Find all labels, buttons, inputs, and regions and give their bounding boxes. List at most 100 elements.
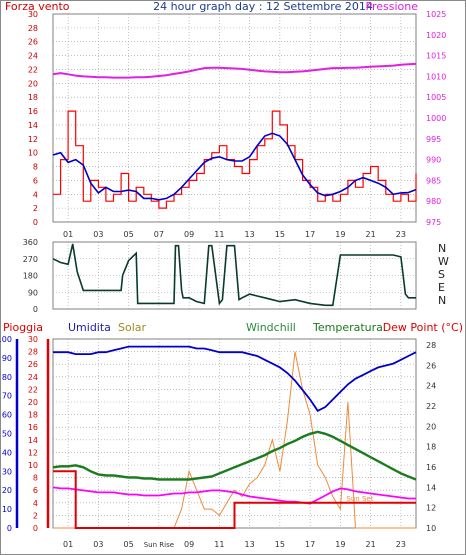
pressure-line (52, 62, 417, 79)
temperature-tick-label: 28 (426, 341, 436, 350)
bottom-x-tick-label: 17 (305, 540, 315, 549)
bottom-x-tick-label: 15 (275, 540, 285, 549)
pressure-axis-title: Pressione (366, 0, 419, 13)
rain-tick-label: 20 (28, 398, 38, 407)
rain-tick-label: 14 (28, 436, 38, 445)
rain-tick-label: 16 (28, 423, 38, 432)
pressure-tick-label: 1015 (426, 52, 446, 61)
temperature-tick-label: 24 (426, 382, 436, 391)
windchill-line (52, 431, 417, 481)
humidity-tick-label: 80 (2, 373, 12, 382)
bottom-x-tick-label: 21 (366, 540, 376, 549)
compass-label: S (438, 268, 445, 281)
humidity-tick-label: 70 (2, 392, 12, 401)
wind-tick-label: 2 (33, 204, 38, 213)
dir-tick-label: 360 (23, 238, 38, 247)
wind-direction-line (52, 243, 416, 307)
rain-tick-label: 6 (33, 486, 38, 495)
top-x-tick-label: 09 (184, 230, 194, 239)
rain-humidity-temperature-chart: 0246810121416182022242628300102030405060… (0, 335, 436, 549)
bottom-x-tick-label: 03 (93, 540, 103, 549)
wind-tick-label: 26 (28, 38, 38, 47)
compass-label: N (438, 294, 446, 307)
rain-tick-label: 8 (33, 474, 38, 483)
top-x-tick-label: 05 (124, 230, 134, 239)
temperature-tick-label: 18 (426, 443, 436, 452)
temperature-tick-label: 26 (426, 361, 436, 370)
top-x-tick-label: 15 (275, 230, 285, 239)
chart-title: 24 hour graph day : 12 Settembre 2014 (153, 0, 373, 13)
legend-dew-point: Dew Point (°C) (383, 321, 463, 334)
bottom-x-tick-label: 01 (63, 540, 73, 549)
rain-tick-label: 22 (28, 385, 38, 394)
pressure-tick-label: 990 (426, 156, 441, 165)
bottom-x-tick-label: 09 (184, 540, 194, 549)
rain-tick-label: 0 (33, 524, 38, 533)
wind-pressure-chart: 0246810121416182022242628309759809859909… (28, 10, 447, 239)
dew-point-line (52, 486, 416, 505)
bottom-legend: Pioggia Umidita Solar Windchill Temperat… (3, 321, 463, 334)
temperature-tick-label: 10 (426, 524, 436, 533)
sunset-label: Sun Set (346, 495, 373, 503)
humidity-tick-label: 10 (2, 505, 12, 514)
pressure-tick-label: 1025 (426, 10, 446, 19)
wind-tick-label: 0 (33, 218, 38, 227)
pressure-tick-label: 1010 (426, 72, 446, 81)
humidity-tick-label: 0 (7, 524, 12, 533)
rain-tick-label: 2 (33, 511, 38, 520)
rain-tick-label: 28 (28, 348, 38, 357)
wind-tick-label: 16 (28, 107, 38, 116)
wind-tick-label: 6 (33, 176, 38, 185)
bottom-x-tick-label: 13 (245, 540, 255, 549)
humidity-line (53, 345, 417, 412)
rain-tick-label: 30 (28, 335, 38, 344)
wind-tick-label: 18 (28, 93, 38, 102)
pressure-tick-label: 1000 (426, 114, 446, 123)
top-x-tick-label: 21 (366, 230, 376, 239)
legend-solar: Solar (118, 321, 147, 334)
pressure-tick-label: 1020 (426, 31, 446, 40)
wind-axis-title: Forza vento (5, 0, 70, 13)
humidity-tick-label: 100 (0, 335, 12, 344)
compass-label: N (438, 242, 446, 255)
pressure-tick-label: 975 (426, 218, 441, 227)
humidity-tick-label: 60 (2, 411, 12, 420)
dir-tick-label: 0 (33, 305, 38, 314)
bottom-plot-area (52, 338, 417, 529)
legend-rain: Pioggia (3, 321, 43, 334)
wind-average-line (52, 132, 417, 201)
bottom-x-tick-label: 11 (214, 540, 224, 549)
top-x-tick-label: 13 (245, 230, 255, 239)
top-x-tick-label: 23 (396, 230, 406, 239)
wind-tick-label: 4 (33, 190, 38, 199)
rain-tick-label: 4 (33, 499, 38, 508)
pressure-tick-label: 1005 (426, 93, 446, 102)
wind-force-line (53, 110, 417, 209)
pressure-tick-label: 980 (426, 197, 441, 206)
rain-tick-label: 18 (28, 411, 38, 420)
top-plot-area (52, 13, 417, 223)
dir-tick-label: 180 (23, 272, 38, 281)
top-x-tick-label: 17 (305, 230, 315, 239)
legend-windchill: Windchill (246, 321, 296, 334)
humidity-tick-label: 40 (2, 448, 12, 457)
temperature-tick-label: 16 (426, 463, 436, 472)
top-x-tick-label: 03 (93, 230, 103, 239)
top-x-tick-label: 07 (154, 230, 164, 239)
humidity-tick-label: 90 (2, 354, 12, 363)
humidity-tick-label: 20 (2, 486, 12, 495)
wind-tick-label: 30 (28, 10, 38, 19)
compass-label: E (438, 281, 445, 294)
temperature-line (52, 430, 417, 481)
dir-tick-label: 270 (23, 255, 38, 264)
rain-tick-label: 12 (28, 448, 38, 457)
pressure-tick-label: 995 (426, 135, 441, 144)
temperature-tick-label: 12 (426, 504, 436, 513)
wind-tick-label: 12 (28, 135, 38, 144)
wind-tick-label: 10 (28, 149, 38, 158)
top-x-tick-label: 01 (63, 230, 73, 239)
top-x-tick-label: 11 (214, 230, 224, 239)
wind-tick-label: 20 (28, 79, 38, 88)
temperature-tick-label: 14 (426, 483, 436, 492)
